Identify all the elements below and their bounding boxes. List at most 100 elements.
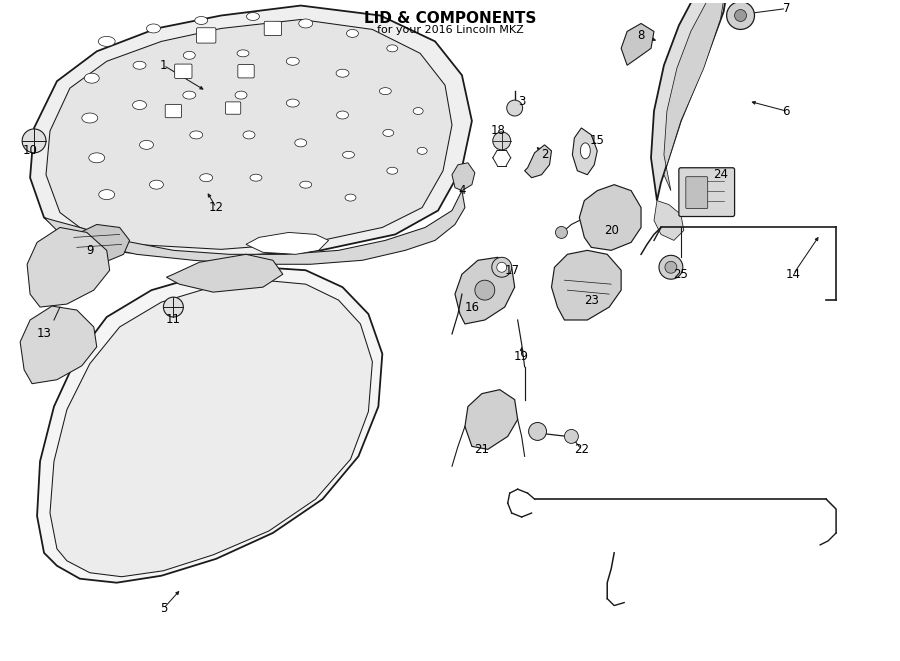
- Polygon shape: [552, 251, 621, 320]
- Text: 6: 6: [783, 104, 790, 118]
- Polygon shape: [664, 0, 726, 190]
- Text: 19: 19: [514, 350, 529, 364]
- FancyBboxPatch shape: [686, 176, 707, 209]
- Text: 8: 8: [637, 29, 644, 42]
- Text: 5: 5: [159, 602, 167, 615]
- Ellipse shape: [200, 174, 212, 182]
- Ellipse shape: [132, 100, 147, 110]
- Text: 13: 13: [37, 327, 51, 340]
- Circle shape: [555, 227, 567, 239]
- Polygon shape: [621, 24, 654, 65]
- Polygon shape: [580, 184, 641, 251]
- Circle shape: [659, 255, 683, 279]
- Circle shape: [726, 1, 754, 30]
- Text: 10: 10: [22, 144, 38, 157]
- Ellipse shape: [140, 140, 154, 149]
- FancyBboxPatch shape: [225, 102, 240, 114]
- FancyBboxPatch shape: [265, 21, 282, 36]
- Ellipse shape: [380, 88, 392, 95]
- FancyBboxPatch shape: [196, 28, 216, 43]
- Text: 18: 18: [491, 124, 505, 137]
- Ellipse shape: [413, 108, 423, 114]
- Ellipse shape: [190, 131, 203, 139]
- Polygon shape: [166, 254, 283, 292]
- Circle shape: [22, 129, 46, 153]
- Polygon shape: [654, 200, 684, 241]
- Ellipse shape: [133, 61, 146, 69]
- Ellipse shape: [286, 58, 299, 65]
- Polygon shape: [572, 128, 598, 175]
- Text: 15: 15: [590, 134, 605, 147]
- Ellipse shape: [387, 167, 398, 175]
- Text: 16: 16: [464, 301, 480, 313]
- Text: 23: 23: [584, 293, 598, 307]
- Text: LID & COMPONENTS: LID & COMPONENTS: [364, 11, 536, 26]
- Text: 24: 24: [713, 168, 728, 181]
- Ellipse shape: [336, 69, 349, 77]
- Ellipse shape: [85, 73, 99, 83]
- Ellipse shape: [235, 91, 247, 99]
- Ellipse shape: [343, 151, 355, 158]
- Text: 22: 22: [574, 443, 589, 456]
- Text: 2: 2: [541, 148, 548, 161]
- Text: 4: 4: [458, 184, 465, 197]
- Ellipse shape: [337, 111, 348, 119]
- Polygon shape: [525, 145, 552, 178]
- Ellipse shape: [183, 91, 196, 99]
- FancyBboxPatch shape: [238, 65, 254, 78]
- Polygon shape: [20, 306, 97, 383]
- Ellipse shape: [99, 190, 114, 200]
- Text: 3: 3: [518, 95, 526, 108]
- Ellipse shape: [418, 147, 428, 154]
- Polygon shape: [62, 225, 130, 264]
- Polygon shape: [50, 280, 373, 576]
- Circle shape: [497, 262, 507, 272]
- Text: 25: 25: [673, 268, 689, 281]
- Circle shape: [475, 280, 495, 300]
- Ellipse shape: [82, 113, 98, 123]
- Polygon shape: [46, 19, 452, 249]
- Ellipse shape: [98, 36, 115, 46]
- Text: 11: 11: [166, 313, 181, 327]
- Polygon shape: [465, 389, 518, 449]
- Text: 7: 7: [783, 2, 790, 15]
- Circle shape: [734, 9, 746, 21]
- Ellipse shape: [345, 194, 356, 201]
- Text: 1: 1: [159, 59, 167, 72]
- Ellipse shape: [346, 30, 358, 38]
- Ellipse shape: [149, 180, 164, 189]
- Polygon shape: [27, 227, 110, 307]
- Circle shape: [164, 297, 184, 317]
- Text: 17: 17: [504, 264, 519, 277]
- Circle shape: [493, 132, 510, 150]
- FancyBboxPatch shape: [175, 64, 192, 79]
- Text: 12: 12: [209, 201, 224, 214]
- Ellipse shape: [580, 143, 590, 159]
- Ellipse shape: [250, 175, 262, 181]
- Ellipse shape: [147, 24, 160, 33]
- Ellipse shape: [89, 153, 104, 163]
- Circle shape: [491, 257, 512, 277]
- Circle shape: [564, 430, 579, 444]
- Ellipse shape: [295, 139, 307, 147]
- Circle shape: [528, 422, 546, 440]
- Ellipse shape: [387, 45, 398, 52]
- Text: 14: 14: [786, 268, 801, 281]
- Text: 9: 9: [86, 244, 94, 257]
- Polygon shape: [455, 257, 515, 324]
- Polygon shape: [44, 190, 465, 264]
- Ellipse shape: [237, 50, 249, 57]
- Polygon shape: [246, 233, 328, 254]
- Text: 21: 21: [474, 443, 490, 456]
- FancyBboxPatch shape: [679, 168, 734, 217]
- Text: 20: 20: [604, 224, 618, 237]
- Text: for your 2016 Lincoln MKZ: for your 2016 Lincoln MKZ: [376, 26, 524, 36]
- Polygon shape: [30, 5, 472, 257]
- Circle shape: [507, 100, 523, 116]
- Ellipse shape: [286, 99, 299, 107]
- Polygon shape: [452, 163, 475, 190]
- Ellipse shape: [194, 17, 208, 24]
- Ellipse shape: [299, 19, 312, 28]
- Ellipse shape: [247, 13, 259, 20]
- FancyBboxPatch shape: [166, 104, 182, 118]
